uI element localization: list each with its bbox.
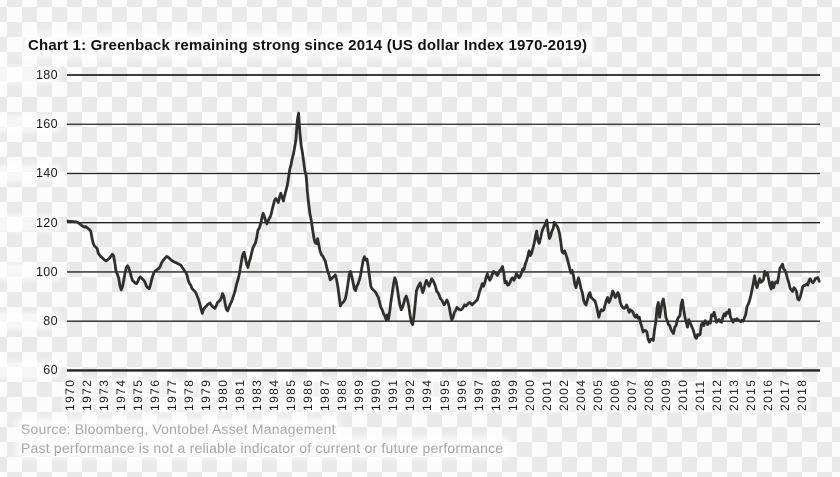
x-axis-label: 1992: [403, 378, 418, 411]
x-axis-label: 1975: [131, 378, 146, 411]
x-axis-label: 1985: [284, 378, 299, 411]
x-axis-label: 1991: [386, 378, 401, 411]
x-axis-label: 1981: [233, 378, 248, 411]
x-axis-label: 2016: [760, 378, 775, 411]
x-axis-label: 1995: [437, 378, 452, 411]
x-axis-label: 1998: [488, 378, 503, 411]
x-axis-label: 2006: [607, 378, 622, 411]
x-axis-label: 1977: [165, 378, 180, 411]
x-axis-label: 1994: [420, 378, 435, 411]
x-axis-label: 1974: [114, 378, 129, 411]
x-axis-label: 2008: [641, 378, 656, 411]
x-axis-label: 1989: [352, 378, 367, 411]
series-line: [66, 111, 821, 344]
x-axis-label: 2001: [539, 378, 554, 411]
y-axis-label: 60: [0, 363, 58, 378]
x-axis-label: 2002: [556, 378, 571, 411]
x-axis-label: 1990: [369, 378, 384, 411]
y-axis-label: 120: [0, 215, 58, 230]
x-axis-label: 2000: [522, 378, 537, 411]
x-axis-label: 1987: [318, 378, 333, 411]
x-axis-label: 1986: [301, 378, 316, 411]
x-axis-label: 1996: [454, 378, 469, 411]
x-axis-label: 2004: [573, 378, 588, 411]
x-axis-label: 1970: [63, 378, 77, 411]
chart-title: Chart 1: Greenback remaining strong sinc…: [26, 37, 590, 54]
y-axis-label: 160: [0, 117, 58, 132]
x-axis-label: 1973: [97, 378, 112, 411]
x-axis-label: 2012: [709, 378, 724, 411]
y-axis-label: 140: [0, 166, 58, 181]
x-axis-label: 1972: [80, 378, 95, 411]
x-axis-label: 1999: [505, 378, 520, 411]
x-axis-label: 2007: [624, 378, 639, 411]
y-axis-label: 100: [0, 264, 58, 279]
x-axis-label: 2005: [590, 378, 605, 411]
x-axis-label: 2018: [795, 378, 809, 411]
x-axis-label: 1978: [182, 378, 197, 411]
x-axis-label: 2015: [743, 378, 758, 411]
x-axis-label: 1979: [199, 378, 214, 411]
x-axis-label: 2010: [675, 378, 690, 411]
x-axis-label: 2017: [777, 378, 792, 411]
x-axis-label: 2011: [692, 379, 707, 411]
x-axis-label: 1984: [267, 378, 282, 411]
disclaimer-note: Past performance is not a reliable indic…: [19, 440, 506, 456]
x-axis-label: 2009: [658, 378, 673, 411]
x-axis-label: 1988: [335, 378, 350, 411]
source-note: Source: Bloomberg, Vontobel Asset Manage…: [19, 421, 338, 437]
x-axis-label: 1997: [471, 378, 486, 411]
y-axis-label: 180: [0, 68, 58, 82]
x-axis-label: 1983: [250, 378, 265, 411]
x-axis-label: 2013: [726, 378, 741, 411]
x-axis-label: 1980: [216, 378, 231, 411]
y-axis-label: 80: [0, 314, 58, 329]
x-axis-label: 1976: [148, 378, 163, 411]
